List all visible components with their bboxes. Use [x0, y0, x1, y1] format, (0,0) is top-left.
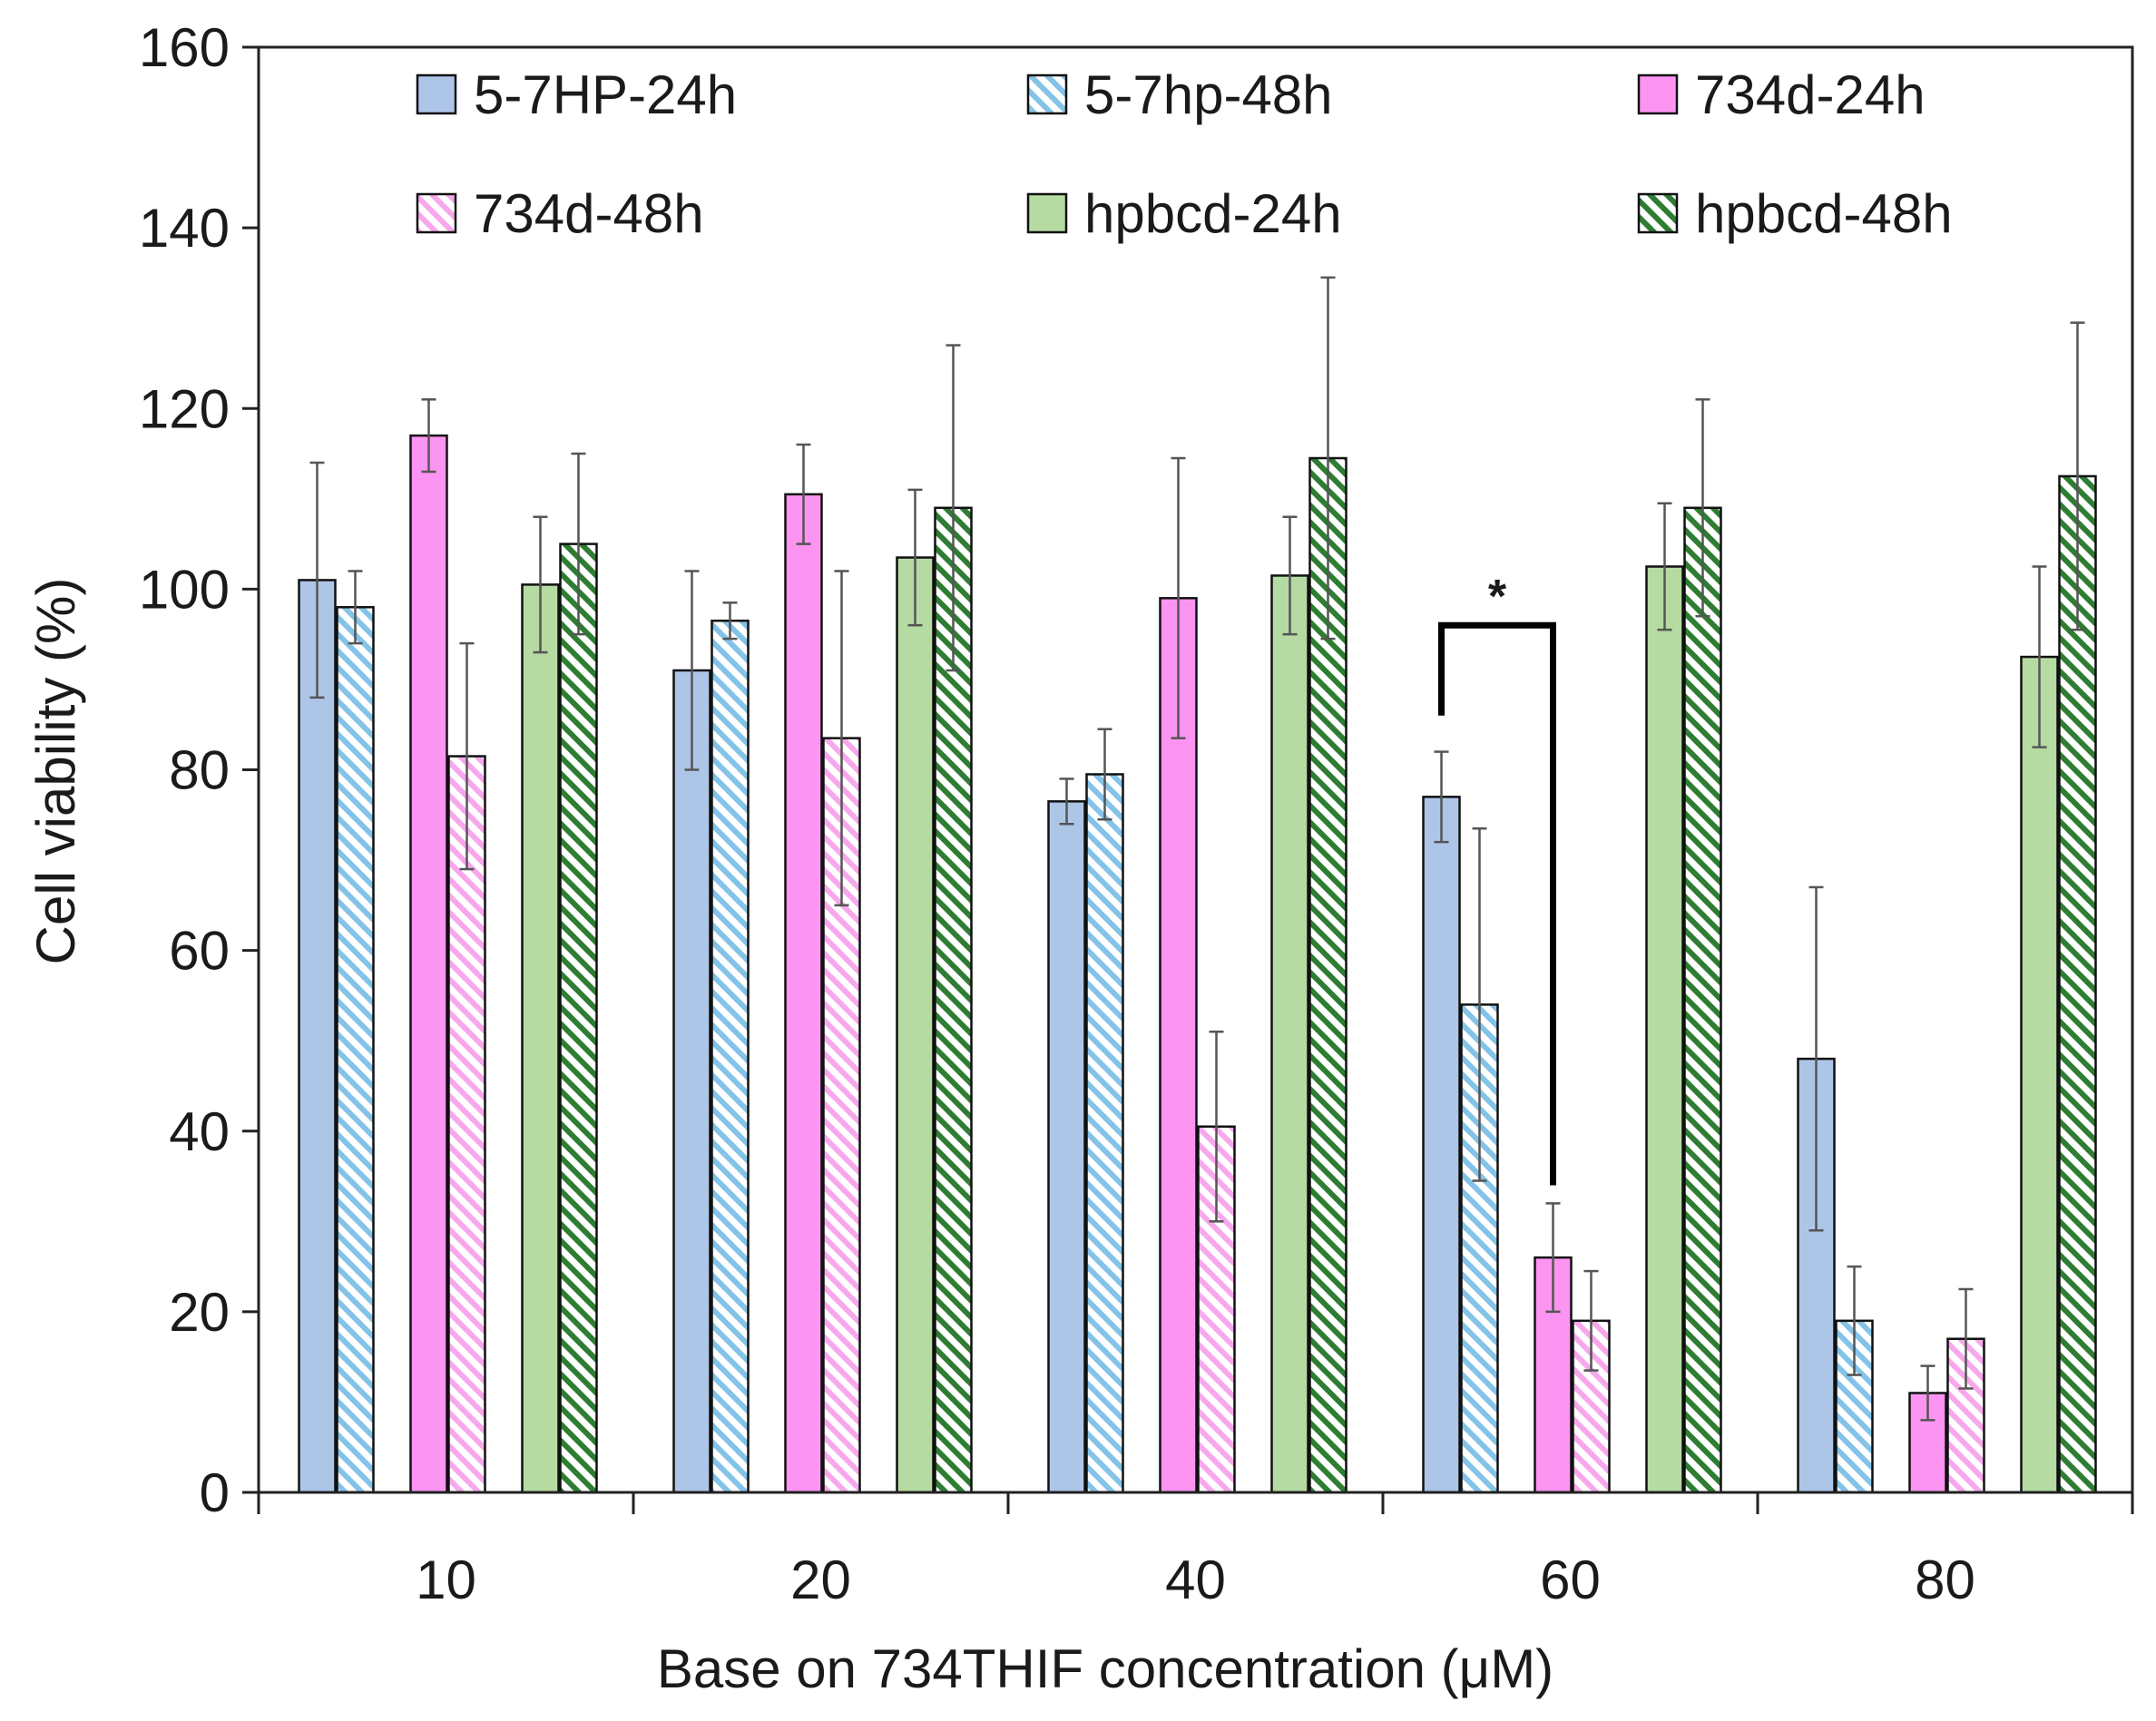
error-bar-734d-48h-60: [1583, 1269, 1599, 1372]
legend-swatch-5-7hp-48h: [1026, 73, 1068, 115]
legend-item-734d-48h: 734d-48h: [416, 183, 704, 244]
legend-item-hpbcd-48h: hpbcd-48h: [1637, 183, 1953, 244]
x-tick-label-40: 40: [1165, 1550, 1226, 1610]
y-tick-label-20: 20: [169, 1282, 230, 1343]
error-bar-hpbcd-48h-80: [2070, 321, 2085, 631]
error-bar-5-7hp-48h-10: [348, 570, 363, 645]
legend-swatch-5-7hp-24h: [416, 73, 457, 115]
y-tick-label-60: 60: [169, 921, 230, 982]
legend-label-734d-24h: 734d-24h: [1695, 64, 1926, 125]
bar-5-7hp-48h-20: [710, 619, 750, 1494]
error-bar-hpbcd-48h-40: [1320, 276, 1336, 640]
y-tick-label-160: 160: [139, 17, 230, 78]
bar-5-7hp-24h-20: [672, 669, 711, 1494]
significance-bracket: *: [1438, 571, 1556, 1186]
error-bar-hpbcd-24h-10: [533, 515, 548, 654]
bar-hpbcd-48h-10: [559, 543, 598, 1494]
error-bar-hpbcd-24h-40: [1282, 515, 1298, 636]
bar-734d-24h-10: [409, 434, 448, 1494]
bar-5-7hp-24h-40: [1047, 800, 1086, 1494]
error-bar-5-7hp-24h-10: [309, 461, 325, 699]
y-tick-label-40: 40: [169, 1101, 230, 1162]
x-tick-label-80: 80: [1915, 1550, 1975, 1610]
bar-5-7hp-24h-10: [298, 579, 337, 1494]
legend-swatch-hpbcd-48h: [1637, 192, 1679, 234]
legend-swatch-hpbcd-24h: [1026, 192, 1068, 234]
bar-hpbcd-24h-20: [896, 556, 935, 1494]
bar-5-7hp-48h-10: [336, 606, 375, 1494]
error-bar-734d-24h-10: [421, 398, 436, 474]
error-bar-5-7hp-24h-60: [1434, 750, 1449, 844]
error-bar-734d-48h-80: [1958, 1287, 1974, 1390]
legend-item-5-7hp-24h: 5-7HP-24h: [416, 64, 737, 125]
bar-hpbcd-24h-40: [1270, 574, 1309, 1494]
x-tick-label-20: 20: [790, 1550, 851, 1610]
error-bar-5-7hp-24h-40: [1059, 777, 1074, 826]
y-tick-label-100: 100: [139, 559, 230, 620]
y-axis-title: Cell viability (%): [25, 578, 86, 965]
error-bar-734d-24h-80: [1920, 1364, 1936, 1422]
error-bar-734d-24h-20: [796, 443, 811, 545]
error-bar-5-7hp-48h-60: [1472, 826, 1487, 1182]
error-bar-5-7hp-24h-20: [684, 570, 700, 771]
error-bar-hpbcd-24h-60: [1657, 502, 1672, 631]
bar-734d-24h-40: [1159, 597, 1198, 1494]
error-bar-734d-24h-40: [1171, 456, 1186, 739]
legend-item-hpbcd-24h: hpbcd-24h: [1026, 183, 1342, 244]
x-axis-title: Base on 734THIF concentration (μM): [657, 1638, 1553, 1699]
bar-hpbcd-24h-60: [1645, 565, 1684, 1494]
y-tick-label-80: 80: [169, 740, 230, 801]
error-bar-734d-48h-10: [459, 641, 475, 871]
y-tick-label-120: 120: [139, 378, 230, 439]
error-bar-hpbcd-48h-20: [946, 344, 961, 672]
bar-hpbcd-48h-60: [1683, 506, 1722, 1494]
error-bar-734d-24h-60: [1545, 1202, 1561, 1314]
error-bar-5-7hp-24h-80: [1808, 885, 1824, 1232]
error-bar-5-7hp-48h-80: [1847, 1265, 1862, 1376]
error-bar-hpbcd-24h-80: [2032, 565, 2047, 748]
legend-label-5-7hp-48h: 5-7hp-48h: [1084, 64, 1333, 125]
error-bar-5-7hp-48h-20: [722, 601, 738, 640]
x-tick-label-60: 60: [1540, 1550, 1601, 1610]
legend-item-734d-24h: 734d-24h: [1637, 64, 1926, 125]
bar-734d-48h-10: [447, 755, 486, 1494]
error-bar-734d-48h-40: [1209, 1030, 1224, 1223]
legend-label-hpbcd-48h: hpbcd-48h: [1695, 183, 1953, 244]
error-bar-734d-48h-20: [834, 570, 849, 907]
error-bar-hpbcd-24h-20: [907, 488, 923, 627]
legend-label-734d-48h: 734d-48h: [474, 183, 704, 244]
bar-5-7hp-48h-40: [1085, 773, 1124, 1494]
bar-hpbcd-24h-80: [2020, 655, 2059, 1494]
error-bar-hpbcd-48h-60: [1695, 398, 1710, 618]
legend-swatch-734d-48h: [416, 192, 457, 234]
bar-734d-24h-20: [784, 493, 823, 1494]
bar-5-7hp-24h-60: [1422, 796, 1461, 1494]
legend-label-5-7hp-24h: 5-7HP-24h: [474, 64, 737, 125]
y-tick-label-0: 0: [200, 1462, 230, 1523]
significance-label: *: [1488, 571, 1507, 623]
error-bar-5-7hp-48h-40: [1097, 728, 1112, 821]
x-tick-label-10: 10: [416, 1550, 476, 1610]
legend-item-5-7hp-48h: 5-7hp-48h: [1026, 64, 1333, 125]
y-tick-label-140: 140: [139, 198, 230, 259]
bar-hpbcd-24h-10: [521, 583, 560, 1494]
legend-label-hpbcd-24h: hpbcd-24h: [1084, 183, 1342, 244]
error-bar-hpbcd-48h-10: [571, 452, 586, 636]
legend-swatch-734d-24h: [1637, 73, 1679, 115]
